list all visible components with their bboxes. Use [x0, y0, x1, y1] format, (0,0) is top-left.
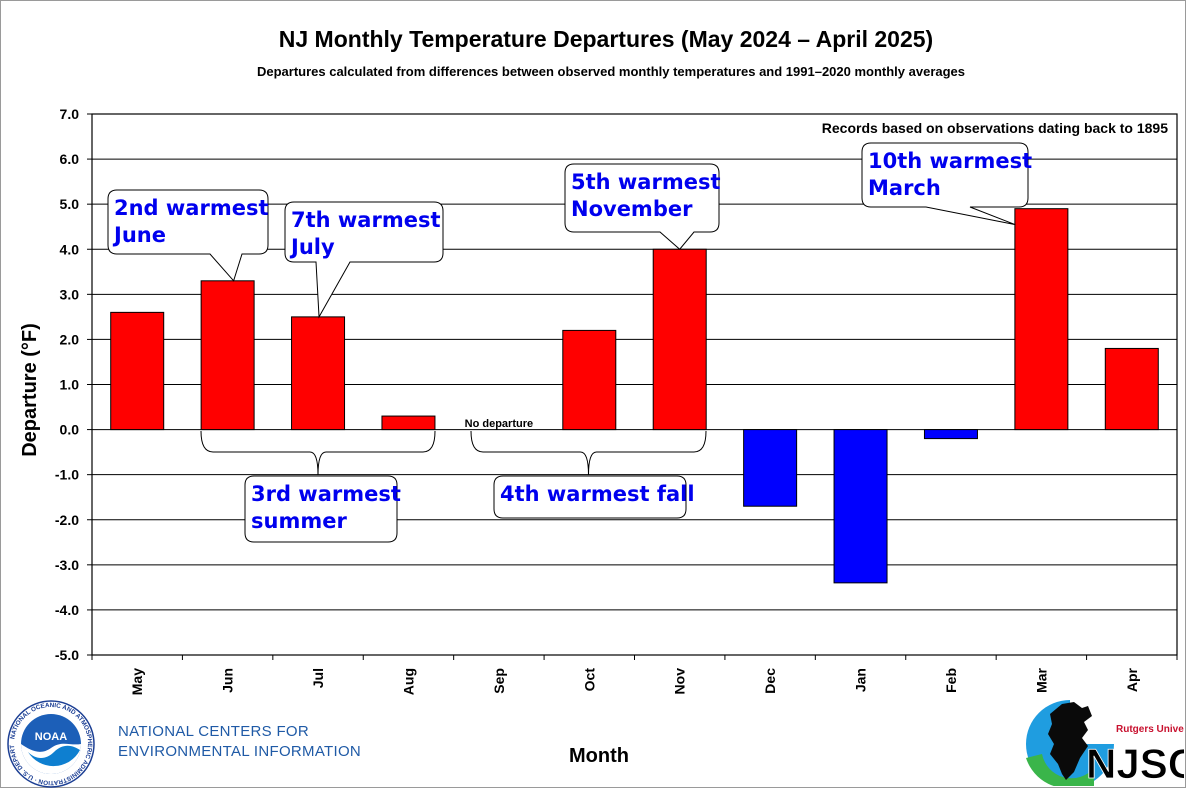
x-tick-label: Apr: [1124, 667, 1140, 692]
x-tick-label: Feb: [943, 668, 959, 693]
y-tick-label: 2.0: [60, 331, 80, 347]
x-tick-label: Sep: [491, 668, 507, 694]
y-tick-label: 6.0: [60, 151, 80, 167]
y-tick-label: -3.0: [55, 557, 79, 573]
y-tick-label: -5.0: [55, 647, 79, 663]
callout-november: [564, 163, 720, 250]
callout-july-line-1: 7th warmest: [291, 208, 441, 232]
y-tick-label: -2.0: [55, 512, 79, 528]
y-tick-label: 7.0: [60, 106, 80, 122]
callout-june: [107, 189, 269, 282]
fall-brace: [470, 430, 707, 476]
y-tick-label: 3.0: [60, 286, 80, 302]
callout-june-line-1: 2nd warmest: [114, 196, 269, 220]
callout-march-line-2: March: [868, 176, 941, 200]
bar: [833, 429, 888, 584]
chart-title: NJ Monthly Temperature Departures (May 2…: [278, 26, 934, 52]
bar: [110, 311, 165, 431]
bar: [291, 316, 346, 431]
bar: [652, 248, 707, 431]
x-tick-label: Jul: [310, 668, 326, 688]
y-tick-label: -1.0: [55, 467, 79, 483]
callout-summer: [244, 475, 398, 543]
y-axis-title: Departure (°F): [19, 323, 41, 457]
callout-fall-line-1: 4th warmest fall: [500, 482, 695, 506]
ncei-line-2: ENVIRONMENTAL INFORMATION: [118, 743, 362, 760]
y-tick-label: 5.0: [60, 196, 80, 212]
y-tick-label: 4.0: [60, 241, 80, 257]
chart-subtitle: Departures calculated from differences b…: [256, 64, 966, 79]
x-tick-label: Jan: [853, 668, 869, 692]
x-axis-title: Month: [569, 745, 629, 767]
bar: [923, 429, 978, 440]
callout-july: [284, 201, 444, 319]
y-tick-label: 1.0: [60, 377, 80, 393]
y-tick-label: -4.0: [55, 602, 79, 618]
njsc-logo-icon: Rutgers University NJSC: [1022, 698, 1186, 791]
bar: [1014, 208, 1069, 431]
y-tick-label: 0.0: [60, 422, 80, 438]
no-departure-label: No departure: [465, 418, 533, 430]
callout-march-line-1: 10th warmest: [868, 149, 1032, 173]
callout-november-line-1: 5th warmest: [571, 170, 721, 194]
x-tick-label: Nov: [672, 668, 688, 695]
callout-june-line-2: June: [112, 223, 166, 247]
callout-july-line-2: July: [289, 235, 335, 259]
callout-summer-line-2: summer: [251, 509, 347, 533]
x-tick-label: Oct: [581, 668, 597, 692]
njsc-big-text: NJSC: [1086, 740, 1184, 786]
x-tick-label: Dec: [762, 668, 778, 694]
callout-march: [861, 142, 1029, 226]
x-tick-label: Jun: [220, 668, 236, 693]
summer-brace: [200, 430, 436, 476]
x-tick-label: Aug: [400, 668, 416, 695]
ncei-caption: NATIONAL CENTERS FOR ENVIRONMENTAL INFOR…: [118, 722, 361, 762]
ncei-line-1: NATIONAL CENTERS FOR: [118, 723, 310, 740]
njsc-small-text: Rutgers University: [1116, 724, 1184, 735]
x-tick-label: Mar: [1033, 667, 1049, 692]
bar: [1104, 347, 1159, 431]
callout-november-line-2: November: [571, 197, 693, 221]
bar: [381, 415, 436, 431]
bar: [743, 429, 798, 507]
bar: [200, 280, 255, 431]
noaa-logo-text: NOAA: [35, 731, 67, 743]
noaa-logo-icon: NATIONAL OCEANIC AND ATMOSPHERIC ADMINIS…: [1, 695, 98, 793]
callout-summer-line-1: 3rd warmest: [251, 482, 401, 506]
records-note: Records based on observations dating bac…: [822, 120, 1168, 136]
callout-fall: [493, 475, 687, 519]
bar: [562, 329, 617, 431]
x-tick-label: May: [129, 668, 145, 695]
